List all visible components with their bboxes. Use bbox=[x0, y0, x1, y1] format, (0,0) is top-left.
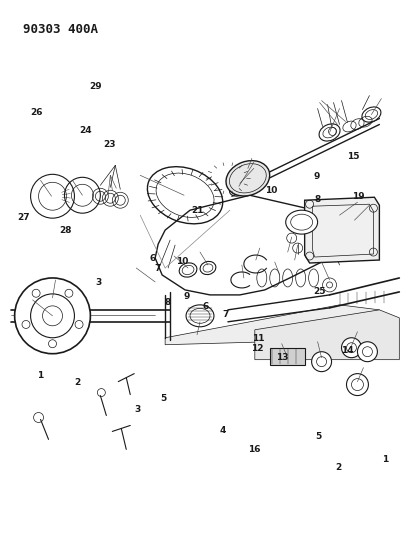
Text: 28: 28 bbox=[59, 226, 72, 235]
Text: 90303 400A: 90303 400A bbox=[23, 23, 98, 36]
Text: 19: 19 bbox=[352, 192, 364, 201]
Ellipse shape bbox=[319, 124, 340, 141]
Text: 26: 26 bbox=[31, 108, 43, 117]
Text: 13: 13 bbox=[276, 353, 289, 362]
Text: 2: 2 bbox=[335, 463, 341, 472]
Ellipse shape bbox=[311, 352, 332, 372]
Polygon shape bbox=[155, 195, 339, 295]
Ellipse shape bbox=[358, 342, 377, 362]
Polygon shape bbox=[270, 348, 305, 365]
Text: 21: 21 bbox=[192, 206, 204, 215]
Text: 5: 5 bbox=[316, 432, 322, 441]
Ellipse shape bbox=[15, 278, 90, 354]
Ellipse shape bbox=[362, 107, 381, 122]
Text: 9: 9 bbox=[183, 292, 190, 301]
Text: 15: 15 bbox=[347, 151, 360, 160]
Ellipse shape bbox=[286, 210, 318, 234]
Text: 7: 7 bbox=[154, 264, 161, 273]
Ellipse shape bbox=[322, 278, 337, 292]
Ellipse shape bbox=[347, 374, 368, 395]
Text: 6: 6 bbox=[150, 254, 156, 262]
Text: 14: 14 bbox=[341, 346, 354, 355]
Text: 27: 27 bbox=[18, 213, 30, 222]
Text: 25: 25 bbox=[314, 287, 326, 296]
Text: 2: 2 bbox=[74, 378, 80, 387]
Ellipse shape bbox=[292, 243, 303, 253]
Ellipse shape bbox=[226, 160, 270, 196]
Text: 7: 7 bbox=[222, 310, 229, 319]
Text: 1: 1 bbox=[382, 455, 388, 464]
Text: 12: 12 bbox=[251, 344, 264, 353]
Text: 3: 3 bbox=[135, 406, 141, 415]
Ellipse shape bbox=[341, 338, 362, 358]
Ellipse shape bbox=[179, 263, 197, 277]
Text: 24: 24 bbox=[80, 126, 93, 135]
Text: 5: 5 bbox=[161, 394, 167, 403]
Text: 11: 11 bbox=[252, 334, 265, 343]
Text: 3: 3 bbox=[95, 278, 101, 287]
Ellipse shape bbox=[287, 233, 297, 243]
Text: 10: 10 bbox=[176, 257, 188, 265]
Text: 8: 8 bbox=[315, 195, 321, 204]
Text: 16: 16 bbox=[248, 445, 261, 454]
Text: 10: 10 bbox=[265, 185, 278, 195]
Text: 4: 4 bbox=[220, 425, 226, 434]
Text: 23: 23 bbox=[103, 140, 116, 149]
Ellipse shape bbox=[186, 305, 214, 327]
Text: 8: 8 bbox=[165, 298, 171, 307]
Text: 1: 1 bbox=[37, 372, 43, 381]
Text: 29: 29 bbox=[89, 83, 102, 92]
Polygon shape bbox=[165, 305, 379, 345]
Ellipse shape bbox=[200, 261, 216, 274]
Text: 6: 6 bbox=[202, 302, 208, 311]
Polygon shape bbox=[305, 197, 379, 263]
Polygon shape bbox=[255, 310, 399, 360]
Text: 9: 9 bbox=[314, 172, 320, 181]
